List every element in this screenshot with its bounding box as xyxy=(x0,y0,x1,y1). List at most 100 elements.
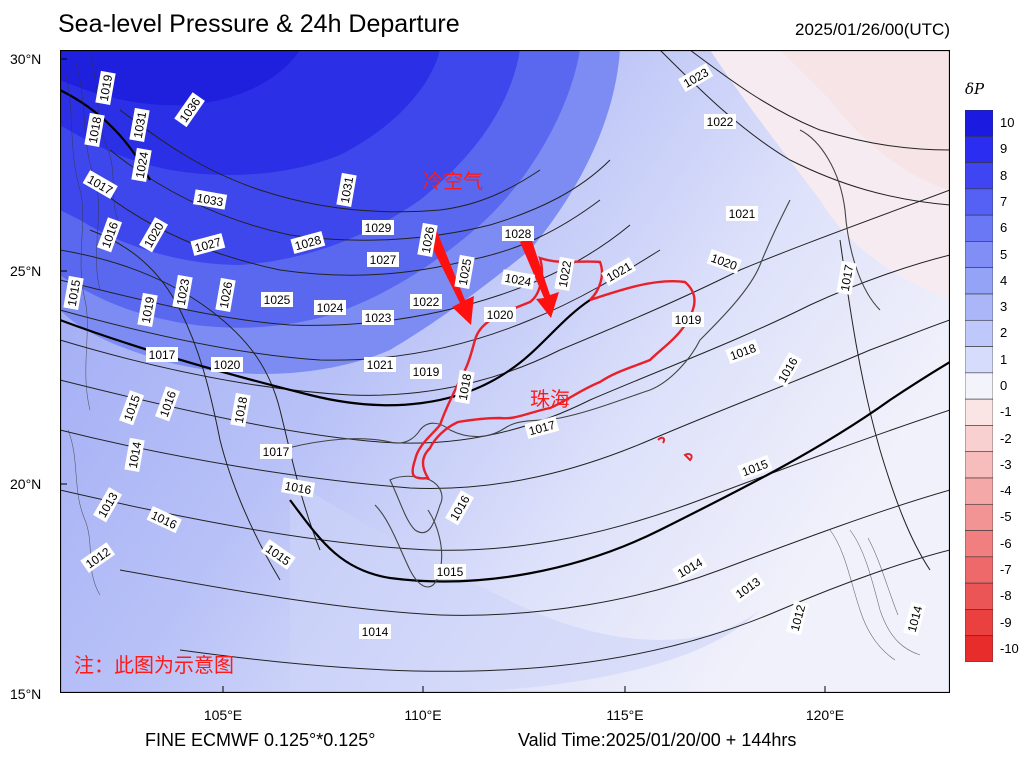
isobar-label: 1024 xyxy=(314,300,346,315)
colorbar-title: δP xyxy=(965,80,985,98)
colorbar-swatch xyxy=(965,477,993,505)
colorbar-label: -9 xyxy=(1000,614,1012,630)
colorbar-swatch xyxy=(965,267,993,295)
svg-text:1014: 1014 xyxy=(126,440,144,469)
colorbar-swatch xyxy=(965,162,993,190)
isobar-label: 1022 xyxy=(410,294,442,309)
svg-text:1024: 1024 xyxy=(317,301,344,315)
svg-text:1024: 1024 xyxy=(133,150,151,179)
svg-text:1015: 1015 xyxy=(437,565,464,579)
colorbar-swatch xyxy=(965,214,993,242)
isobar-label: 1017 xyxy=(146,347,178,362)
colorbar-label: 4 xyxy=(1000,272,1008,288)
colorbar-label: -6 xyxy=(1000,535,1012,551)
colorbar-label: -10 xyxy=(1000,640,1019,656)
colorbar-label: -2 xyxy=(1000,430,1012,446)
isobar-label: 1014 xyxy=(359,624,391,639)
colorbar-label: -5 xyxy=(1000,509,1012,525)
isobar-label: 1022 xyxy=(704,114,736,129)
isobar-label: 1020 xyxy=(484,307,516,322)
lon-label-110: 110°E xyxy=(404,707,442,723)
isobar-label: 1021 xyxy=(726,206,758,221)
isobar-label: 1017 xyxy=(836,260,857,295)
lon-label-120: 120°E xyxy=(805,707,845,723)
lon-label-105: 105°E xyxy=(203,707,243,723)
isobar-label: 1022 xyxy=(554,256,575,291)
svg-text:1028: 1028 xyxy=(505,227,532,241)
svg-text:1025: 1025 xyxy=(264,293,291,307)
colorbar-swatch xyxy=(965,110,993,137)
isobar-label: 1031 xyxy=(129,107,150,142)
map-background xyxy=(60,50,950,693)
svg-text:1027: 1027 xyxy=(193,235,223,256)
colorbar-swatch xyxy=(965,346,993,374)
svg-text:1031: 1031 xyxy=(338,175,356,204)
colorbar-label: 2 xyxy=(1000,325,1008,341)
svg-text:1019: 1019 xyxy=(97,73,115,102)
islands-red xyxy=(657,436,693,462)
lat-label-15: 15°N xyxy=(10,686,42,702)
colorbar-swatch xyxy=(965,188,993,216)
chart-title: Sea-level Pressure & 24h Departure xyxy=(58,10,460,38)
colorbar-label: 1 xyxy=(1000,351,1008,367)
svg-text:1019: 1019 xyxy=(675,313,702,327)
tick-marks xyxy=(60,58,826,693)
svg-text:1020: 1020 xyxy=(214,358,241,372)
isobar-label: 1029 xyxy=(362,220,394,235)
isobar-label: 1019 xyxy=(672,312,704,327)
zhuhai-label: 珠海 xyxy=(530,388,570,411)
isobar-label: 1014 xyxy=(124,437,145,472)
isobar-label: 1026 xyxy=(417,222,438,257)
coastline xyxy=(287,129,881,588)
isobar-label: 1018 xyxy=(230,392,251,427)
isobar-label: 1017 xyxy=(524,416,560,439)
isobar-label: 1027 xyxy=(367,252,399,267)
svg-text:1025: 1025 xyxy=(456,257,474,286)
colorbar-label: -1 xyxy=(1000,404,1012,420)
isobar-label: 1014 xyxy=(903,601,926,637)
svg-text:1029: 1029 xyxy=(365,221,392,235)
guangdong-outline xyxy=(411,256,696,480)
svg-text:1017: 1017 xyxy=(263,445,290,459)
colorbar xyxy=(965,110,993,662)
colorbar-swatch xyxy=(965,503,993,531)
forecast-date: 2025/01/26/00(UTC) xyxy=(795,20,950,39)
colorbar-label: 9 xyxy=(1000,141,1008,157)
colorbar-swatch xyxy=(965,582,993,610)
isobar-label: 1024 xyxy=(131,147,152,182)
colorbar-label: 0 xyxy=(1000,378,1008,393)
note-label: 注：此图为示意图 xyxy=(74,654,234,677)
isobar-label: 1019 xyxy=(137,292,158,327)
isobar-label: 1026 xyxy=(215,277,236,312)
svg-text:1024: 1024 xyxy=(504,271,533,289)
svg-text:1027: 1027 xyxy=(370,253,397,267)
svg-text:1022: 1022 xyxy=(556,259,574,288)
colorbar-label: 7 xyxy=(1000,194,1008,209)
svg-text:1017: 1017 xyxy=(527,418,557,439)
svg-text:1026: 1026 xyxy=(419,225,437,254)
colorbar-label: 10 xyxy=(1000,115,1015,131)
colorbar-label: -4 xyxy=(1000,483,1012,499)
svg-text:1026: 1026 xyxy=(217,280,235,309)
isobar-label: 1012 xyxy=(786,600,809,636)
svg-text:1019: 1019 xyxy=(413,365,440,379)
cold-air-label: 冷空气 xyxy=(423,170,483,193)
valid-time-label: Valid Time:2025/01/20/00 + 144hrs xyxy=(518,730,797,750)
colorbar-label: 8 xyxy=(1000,167,1008,183)
colorbar-label: -8 xyxy=(1000,588,1012,604)
map-frame xyxy=(60,50,950,693)
svg-text:1021: 1021 xyxy=(729,207,756,221)
isobar-label: 1031 xyxy=(336,172,357,207)
colorbar-label: 6 xyxy=(1000,220,1008,236)
colorbar-swatch xyxy=(965,530,993,558)
svg-text:1021: 1021 xyxy=(367,358,394,372)
colorbar-swatch xyxy=(965,398,993,426)
svg-text:1014: 1014 xyxy=(905,604,926,634)
isobar-label: 1033 xyxy=(193,189,228,210)
lat-label-30: 30°N xyxy=(10,51,42,67)
svg-text:1023: 1023 xyxy=(174,277,192,306)
isobar-label: 1028 xyxy=(502,226,534,241)
colorbar-swatch xyxy=(965,556,993,584)
lat-label-25: 25°N xyxy=(10,263,42,279)
